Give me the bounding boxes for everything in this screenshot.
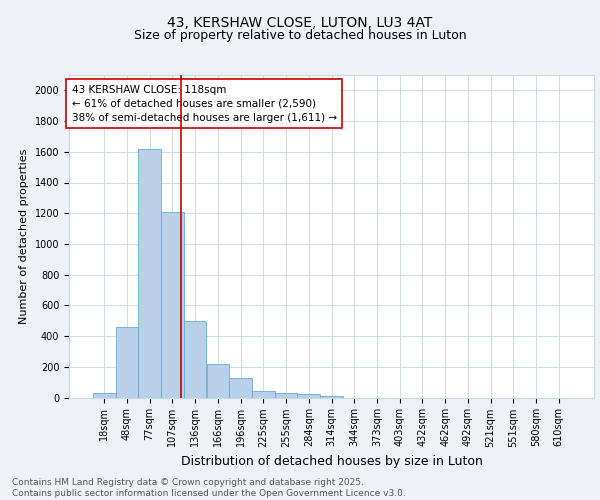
- Bar: [320, 396, 343, 398]
- Bar: [93, 393, 116, 398]
- Text: 43, KERSHAW CLOSE, LUTON, LU3 4AT: 43, KERSHAW CLOSE, LUTON, LU3 4AT: [167, 16, 433, 30]
- Text: 43 KERSHAW CLOSE: 118sqm
← 61% of detached houses are smaller (2,590)
38% of sem: 43 KERSHAW CLOSE: 118sqm ← 61% of detach…: [71, 84, 337, 122]
- Text: Contains HM Land Registry data © Crown copyright and database right 2025.
Contai: Contains HM Land Registry data © Crown c…: [12, 478, 406, 498]
- X-axis label: Distribution of detached houses by size in Luton: Distribution of detached houses by size …: [181, 455, 482, 468]
- Bar: [116, 327, 139, 398]
- Y-axis label: Number of detached properties: Number of detached properties: [19, 148, 29, 324]
- Bar: [252, 390, 275, 398]
- Bar: [229, 378, 252, 398]
- Bar: [298, 394, 320, 398]
- Bar: [161, 212, 184, 398]
- Bar: [139, 148, 161, 398]
- Text: Size of property relative to detached houses in Luton: Size of property relative to detached ho…: [134, 28, 466, 42]
- Bar: [184, 320, 206, 398]
- Bar: [275, 393, 298, 398]
- Bar: [206, 364, 229, 398]
